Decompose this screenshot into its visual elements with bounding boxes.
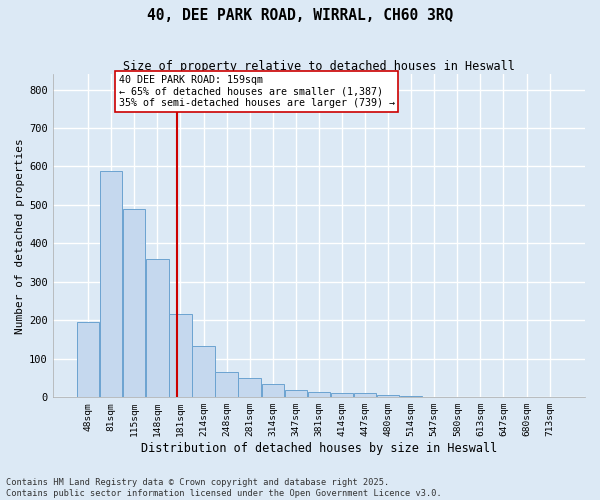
Bar <box>308 392 330 397</box>
Bar <box>193 346 215 397</box>
Bar <box>215 372 238 397</box>
Bar <box>77 322 100 397</box>
Text: 40 DEE PARK ROAD: 159sqm
← 65% of detached houses are smaller (1,387)
35% of sem: 40 DEE PARK ROAD: 159sqm ← 65% of detach… <box>119 75 395 108</box>
Bar <box>284 390 307 397</box>
Bar <box>146 260 169 397</box>
Bar <box>331 393 353 397</box>
Bar <box>238 378 261 397</box>
Y-axis label: Number of detached properties: Number of detached properties <box>15 138 25 334</box>
Bar <box>123 210 145 397</box>
Text: 40, DEE PARK ROAD, WIRRAL, CH60 3RQ: 40, DEE PARK ROAD, WIRRAL, CH60 3RQ <box>147 8 453 22</box>
Bar <box>100 171 122 397</box>
Bar <box>262 384 284 397</box>
X-axis label: Distribution of detached houses by size in Heswall: Distribution of detached houses by size … <box>141 442 497 455</box>
Text: Contains HM Land Registry data © Crown copyright and database right 2025.
Contai: Contains HM Land Registry data © Crown c… <box>6 478 442 498</box>
Bar <box>354 393 376 397</box>
Bar <box>400 396 422 397</box>
Title: Size of property relative to detached houses in Heswall: Size of property relative to detached ho… <box>123 60 515 73</box>
Bar <box>377 395 399 397</box>
Bar <box>169 314 191 397</box>
